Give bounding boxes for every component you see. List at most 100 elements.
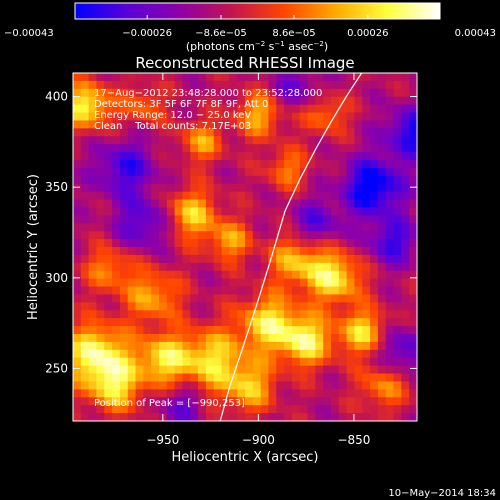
heatmap-cell xyxy=(323,136,332,145)
heatmap-cell xyxy=(166,231,176,240)
heatmap-cell xyxy=(182,112,191,121)
heatmap-cell xyxy=(127,405,136,414)
heatmap-cell xyxy=(245,389,254,398)
heatmap-cell xyxy=(377,88,387,98)
heatmap-cell xyxy=(143,381,152,390)
heatmap-cell xyxy=(362,397,371,406)
heatmap-cell xyxy=(80,270,90,280)
heatmap-cell xyxy=(307,112,316,121)
heatmap-cell xyxy=(252,215,262,224)
heatmap-cell xyxy=(237,88,246,98)
heatmap-cell xyxy=(112,270,121,280)
heatmap-cell xyxy=(245,183,254,193)
heatmap-cell xyxy=(370,160,379,169)
heatmap-cell xyxy=(73,104,82,113)
heatmap-cell xyxy=(245,199,254,208)
heatmap-cell xyxy=(237,215,246,224)
heatmap-cell xyxy=(96,96,105,106)
heatmap-cell xyxy=(135,175,144,185)
heatmap-cell xyxy=(119,389,129,398)
heatmap-cell xyxy=(135,128,144,137)
heatmap-cell xyxy=(268,128,277,137)
heatmap-cell xyxy=(323,270,332,280)
heatmap-cell xyxy=(377,167,387,177)
heatmap-cell xyxy=(362,334,371,343)
heatmap-cell xyxy=(229,247,238,256)
heatmap-cell xyxy=(307,357,316,367)
heatmap-cell xyxy=(190,175,199,185)
heatmap-cell xyxy=(182,88,191,98)
heatmap-cell xyxy=(159,167,168,177)
heatmap-cell xyxy=(268,136,277,145)
heatmap-cell xyxy=(198,318,207,327)
heatmap-cell xyxy=(73,341,82,351)
heatmap-cell xyxy=(346,120,355,129)
heatmap-cell xyxy=(213,215,222,224)
heatmap-cell xyxy=(291,167,301,177)
heatmap-cell xyxy=(299,389,308,398)
annotation-detectors: Detectors: 3F 5F 6F 7F 8F 9F, Att 0 xyxy=(94,99,268,110)
heatmap-cell xyxy=(80,302,90,311)
heatmap-cell xyxy=(245,104,254,113)
heatmap-cell xyxy=(338,278,348,287)
heatmap-cell xyxy=(401,262,410,272)
heatmap-cell xyxy=(291,405,301,414)
heatmap-cell xyxy=(315,318,324,327)
heatmap-cell xyxy=(205,373,215,382)
heatmap-cell xyxy=(385,302,394,311)
heatmap-cell xyxy=(205,397,215,406)
heatmap-cell xyxy=(182,183,191,193)
heatmap-cell xyxy=(252,152,262,161)
heatmap-cell xyxy=(291,349,301,359)
heatmap-cell xyxy=(370,326,379,335)
heatmap-cell xyxy=(205,104,215,113)
heatmap-cell xyxy=(112,262,121,272)
heatmap-cell xyxy=(190,239,199,248)
heatmap-cell xyxy=(370,96,379,106)
heatmap-cell xyxy=(135,215,144,224)
heatmap-cell xyxy=(80,183,90,193)
heatmap-cell xyxy=(88,175,97,185)
heatmap-cell xyxy=(276,144,285,153)
heatmap-cell xyxy=(299,270,308,280)
heatmap-cell xyxy=(80,104,90,113)
heatmap-cell xyxy=(299,223,308,232)
heatmap-cell xyxy=(346,207,355,216)
heatmap-cell xyxy=(198,160,207,169)
heatmap-cell xyxy=(237,373,246,382)
heatmap-cell xyxy=(198,405,207,414)
heatmap-cell xyxy=(284,239,293,248)
heatmap-cell xyxy=(104,278,113,287)
heatmap-cell xyxy=(370,183,379,193)
heatmap-cell xyxy=(237,254,246,264)
heatmap-cell xyxy=(73,270,82,280)
heatmap-cell xyxy=(221,373,230,382)
heatmap-cell xyxy=(151,112,160,121)
heatmap-cell xyxy=(205,286,215,295)
heatmap-cell xyxy=(112,365,121,374)
heatmap-cell xyxy=(284,191,293,200)
heatmap-cell xyxy=(284,112,293,121)
heatmap-cell xyxy=(143,152,152,161)
heatmap-cell xyxy=(182,223,191,232)
heatmap-cell xyxy=(229,120,238,129)
heatmap-cell xyxy=(315,365,324,374)
heatmap-cell xyxy=(143,104,152,113)
heatmap-cell xyxy=(88,128,97,137)
heatmap-cell xyxy=(127,247,136,256)
heatmap-cell xyxy=(104,144,113,153)
heatmap-cell xyxy=(229,175,238,185)
heatmap-cell xyxy=(80,128,90,137)
heatmap-cell xyxy=(307,270,316,280)
heatmap-cell xyxy=(393,175,402,185)
heatmap-cell xyxy=(88,120,97,129)
heatmap-cell xyxy=(96,199,105,208)
heatmap-cell xyxy=(377,318,387,327)
heatmap-cell xyxy=(119,88,129,98)
heatmap-cell xyxy=(245,254,254,264)
heatmap-cell xyxy=(354,144,363,153)
heatmap-cell xyxy=(401,341,410,351)
heatmap-cell xyxy=(323,294,332,303)
heatmap-cell xyxy=(401,191,410,200)
heatmap-cell xyxy=(315,334,324,343)
